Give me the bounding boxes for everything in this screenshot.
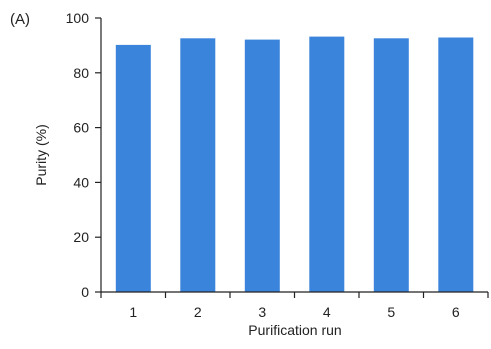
- bar-3: [244, 39, 280, 292]
- bar-4: [309, 36, 345, 292]
- y-axis-label: Purity (%): [33, 124, 49, 185]
- bar-5: [373, 38, 409, 292]
- x-axis-label: Purification run: [248, 322, 341, 338]
- y-tick-label-40: 40: [73, 174, 89, 190]
- bar-2: [180, 38, 216, 292]
- bars-group: [115, 36, 474, 293]
- y-tick-label-100: 100: [66, 10, 90, 26]
- y-tick-label-20: 20: [73, 229, 89, 245]
- y-tick-label-60: 60: [73, 120, 89, 136]
- y-tick-label-80: 80: [73, 65, 89, 81]
- x-tick-label-6: 6: [452, 304, 460, 320]
- panel-label: (A): [10, 11, 30, 28]
- bar-6: [438, 37, 474, 292]
- y-tick-label-0: 0: [81, 284, 89, 300]
- x-tick-label-3: 3: [258, 304, 266, 320]
- x-tick-label-2: 2: [194, 304, 202, 320]
- axes-group: 0 20 40 60 80 100 1 2 3 4 5 6: [66, 10, 489, 320]
- bar-1: [115, 44, 151, 293]
- x-tick-label-4: 4: [323, 304, 331, 320]
- x-tick-label-1: 1: [129, 304, 137, 320]
- x-tick-label-5: 5: [387, 304, 395, 320]
